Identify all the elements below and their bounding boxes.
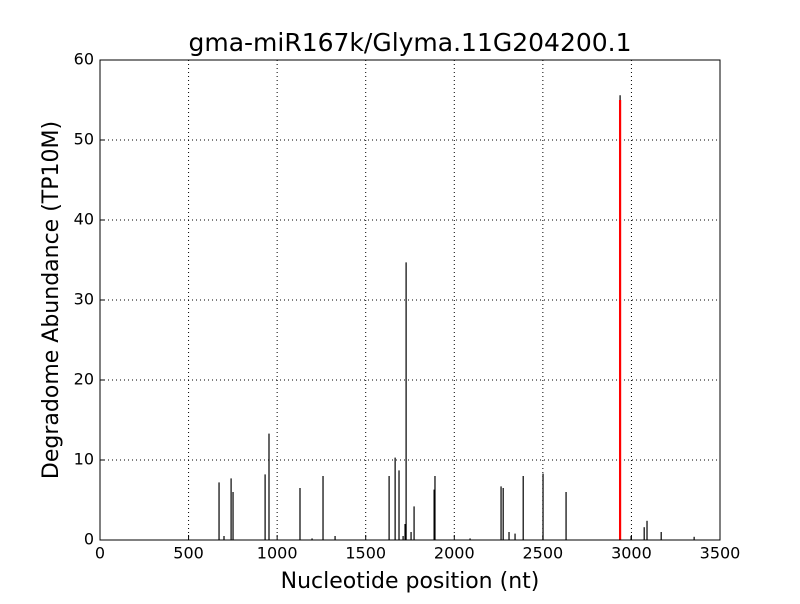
x-tick-label: 1000 (257, 544, 298, 563)
y-tick-label: 50 (74, 130, 94, 149)
x-tick-label: 0 (95, 544, 105, 563)
y-tick-label: 0 (84, 530, 94, 549)
x-tick-label: 2500 (522, 544, 563, 563)
y-axis-label: Degradome Abundance (TP10M) (39, 121, 64, 479)
x-axis-label: Nucleotide position (nt) (281, 569, 540, 594)
chart-title: gma-miR167k/Glyma.11G204200.1 (188, 28, 631, 57)
y-tick-label: 60 (74, 50, 94, 69)
y-tick-label: 40 (74, 210, 94, 229)
y-tick-label: 20 (74, 370, 94, 389)
x-tick-label: 2000 (434, 544, 475, 563)
x-tick-label: 500 (173, 544, 204, 563)
x-tick-label: 3000 (611, 544, 652, 563)
y-tick-label: 10 (74, 450, 94, 469)
x-tick-label: 3500 (700, 544, 741, 563)
x-tick-label: 1500 (345, 544, 386, 563)
y-tick-label: 30 (74, 290, 94, 309)
